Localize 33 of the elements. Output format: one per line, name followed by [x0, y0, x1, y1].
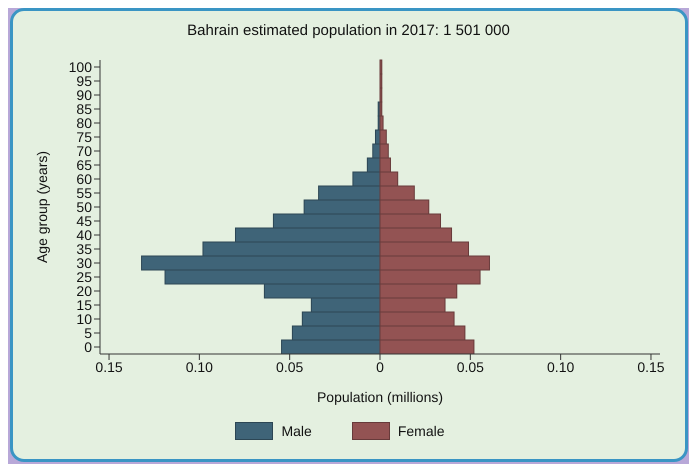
x-axis-title: Population (millions) [316, 389, 444, 405]
y-tick-label: 70 [76, 142, 92, 159]
x-tick-label: 0.10 [186, 358, 214, 375]
y-tick-label: 85 [76, 100, 92, 117]
legend-label: Male [280, 422, 312, 440]
x-tick-label: 0.05 [276, 358, 304, 375]
y-tick-label: 60 [76, 170, 92, 187]
y-tick-label: 5 [84, 324, 92, 341]
y-axis-title: Age group (years) [34, 150, 50, 264]
x-tick-label: 0.15 [95, 358, 123, 375]
y-tick-label: 20 [76, 282, 92, 299]
x-tick-label: 0.05 [456, 358, 484, 375]
y-tick-label: 65 [76, 156, 92, 173]
y-tick-label: 45 [76, 212, 92, 229]
y-tick-label: 25 [76, 268, 92, 285]
x-tick-label: 0.10 [547, 358, 574, 375]
y-tick-label: 35 [76, 240, 92, 257]
y-tick-label: 95 [76, 72, 92, 89]
y-tick-label: 90 [76, 86, 92, 103]
y-tick-label: 30 [76, 254, 92, 271]
y-tick-label: 75 [76, 128, 92, 145]
y-tick-label: 80 [76, 114, 92, 131]
x-tick-label: 0 [376, 358, 384, 375]
y-tick-label: 50 [76, 198, 92, 215]
chart-title: Bahrain estimated population in 2017: 1 501 000 [186, 22, 511, 39]
x-tick-label: 0.15 [637, 358, 665, 375]
y-tick-label: 0 [84, 338, 92, 355]
y-tick-label: 15 [76, 296, 92, 313]
y-tick-label: 10 [76, 310, 92, 327]
y-tick-label: 100 [68, 58, 92, 75]
y-tick-label: 40 [76, 226, 92, 243]
y-tick-label: 55 [76, 184, 92, 201]
legend-label: Female [396, 422, 445, 440]
